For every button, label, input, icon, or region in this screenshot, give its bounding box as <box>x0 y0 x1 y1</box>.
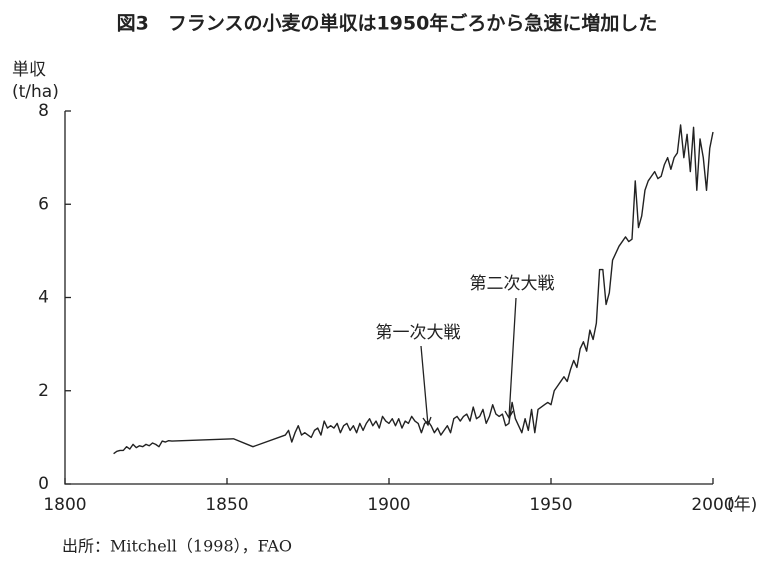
x-tick-label: 1900 <box>367 495 410 515</box>
y-tick-label: 2 <box>38 381 49 401</box>
y-tick-label: 6 <box>38 194 49 214</box>
annotation-arrow <box>420 345 432 427</box>
data-line <box>113 124 714 455</box>
y-axis-unit: (t/ha) <box>12 82 59 102</box>
y-tick-label: 4 <box>38 288 49 308</box>
annotation: 第一次大戦 <box>376 323 461 343</box>
x-tick-label: 1850 <box>205 495 248 515</box>
y-tick-label: 8 <box>38 101 49 121</box>
annotation: 第二次大戦 <box>470 274 555 294</box>
chart-title: 図3 フランスの小麦の単収は1950年ごろから急速に増加した <box>117 12 658 35</box>
source-note: 出所：Mitchell（1998），FAO <box>62 537 292 556</box>
axis-line <box>64 111 713 485</box>
annotation-arrow <box>504 297 517 420</box>
y-tick-label: 0 <box>38 474 49 494</box>
x-tick-label: 2000 <box>691 495 734 515</box>
x-tick-label: 1800 <box>43 495 86 515</box>
y-axis-label: 単収 <box>12 60 46 80</box>
x-tick-label: 1950 <box>529 495 572 515</box>
x-axis-unit: (年) <box>727 495 757 515</box>
